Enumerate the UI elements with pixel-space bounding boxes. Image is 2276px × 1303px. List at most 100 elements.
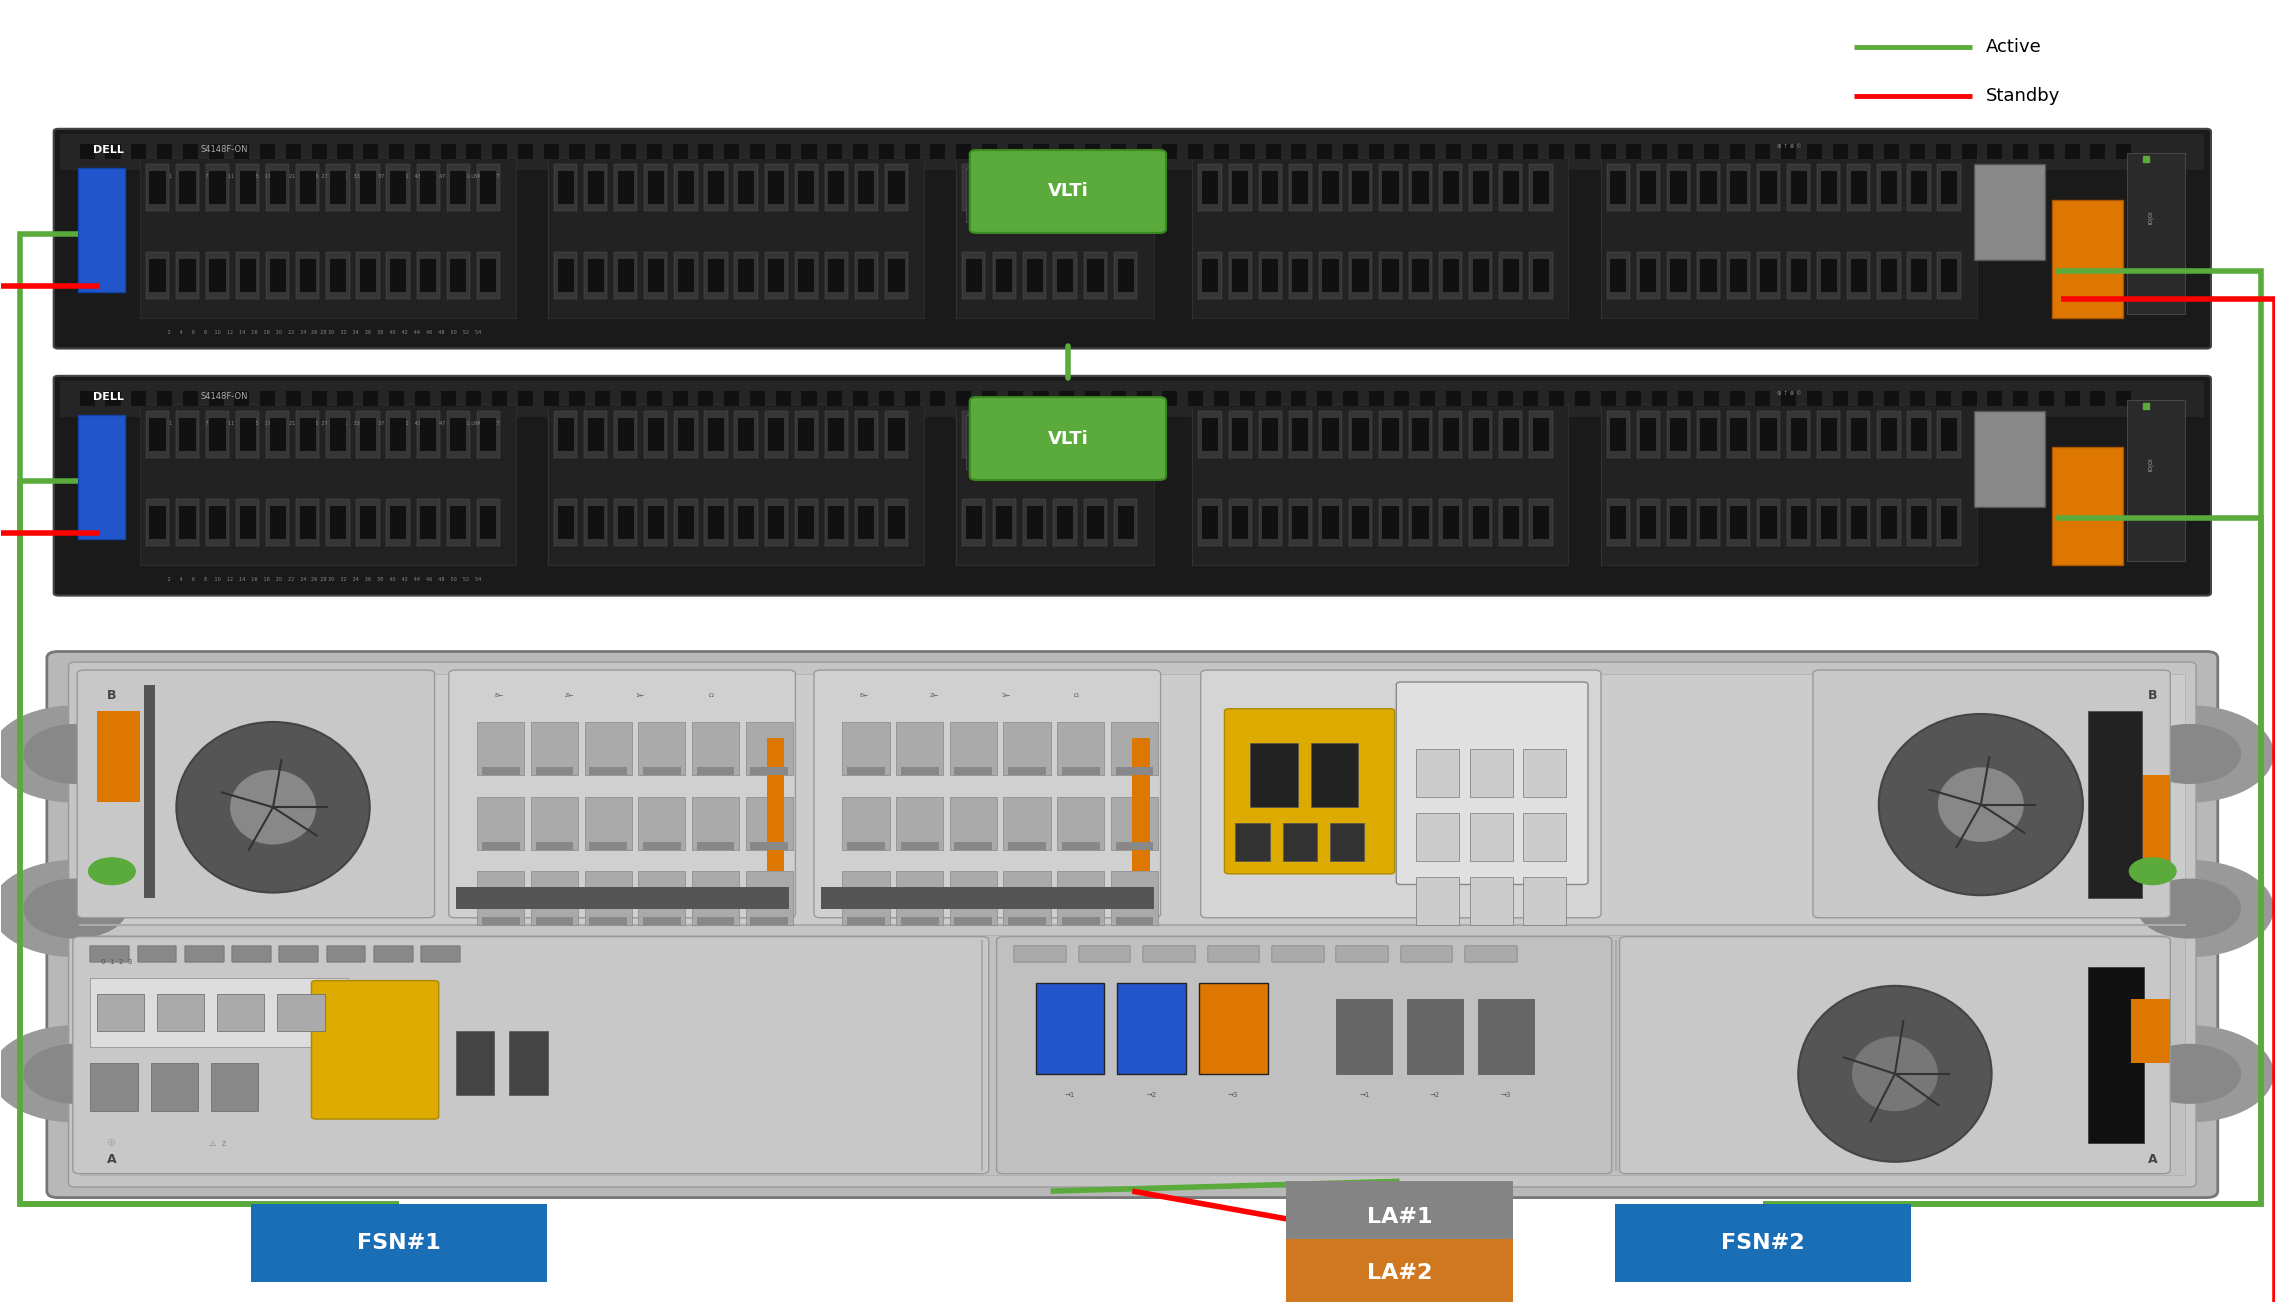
Bar: [480, 418, 496, 451]
Bar: [1878, 499, 1900, 546]
Bar: [1498, 145, 1514, 159]
Bar: [1231, 418, 1247, 451]
FancyBboxPatch shape: [1286, 1239, 1514, 1303]
Bar: [642, 916, 681, 925]
Bar: [856, 251, 879, 298]
Text: FSN#2: FSN#2: [1721, 1233, 1805, 1253]
Bar: [234, 145, 250, 159]
Bar: [1143, 946, 1195, 962]
Bar: [1229, 410, 1252, 457]
Bar: [1671, 418, 1687, 451]
Bar: [1115, 916, 1154, 925]
Bar: [1807, 145, 1821, 159]
Bar: [1293, 258, 1309, 292]
Bar: [1500, 251, 1523, 298]
Bar: [1413, 258, 1429, 292]
Bar: [2089, 391, 2105, 407]
Bar: [1848, 164, 1871, 211]
Bar: [1791, 171, 1807, 203]
Bar: [455, 887, 787, 908]
Bar: [885, 410, 908, 457]
Bar: [854, 391, 867, 407]
Bar: [696, 842, 735, 850]
Bar: [357, 499, 380, 546]
Bar: [2128, 152, 2185, 314]
Bar: [1700, 171, 1716, 203]
Bar: [139, 946, 175, 962]
Bar: [312, 145, 328, 159]
Bar: [421, 258, 437, 292]
Bar: [1937, 499, 1960, 546]
Bar: [1443, 506, 1459, 538]
Bar: [2089, 967, 2144, 1143]
Bar: [824, 251, 849, 298]
Bar: [642, 767, 681, 775]
Bar: [1115, 251, 1138, 298]
Bar: [1229, 499, 1252, 546]
Bar: [596, 145, 610, 159]
Bar: [1600, 391, 1616, 407]
Bar: [1202, 418, 1218, 451]
Bar: [888, 506, 904, 538]
Bar: [2012, 391, 2028, 407]
Text: →1: →1: [1065, 1092, 1074, 1098]
Bar: [209, 418, 225, 451]
Bar: [98, 711, 139, 801]
Bar: [1318, 391, 1331, 407]
Bar: [184, 946, 223, 962]
FancyBboxPatch shape: [312, 981, 439, 1119]
Bar: [1962, 391, 1976, 407]
Bar: [708, 171, 724, 203]
Ellipse shape: [1853, 1036, 1937, 1111]
Bar: [389, 506, 405, 538]
Bar: [981, 391, 997, 407]
Bar: [1609, 506, 1627, 538]
Bar: [1400, 946, 1452, 962]
Bar: [692, 722, 740, 775]
Bar: [1523, 145, 1539, 159]
Bar: [387, 251, 410, 298]
Bar: [1470, 813, 1514, 860]
Bar: [696, 916, 735, 925]
Bar: [569, 145, 585, 159]
Text: ⚠  z: ⚠ z: [209, 1139, 225, 1148]
Bar: [1288, 410, 1311, 457]
Bar: [549, 158, 924, 318]
Bar: [266, 410, 289, 457]
Bar: [1757, 410, 1780, 457]
Bar: [1787, 251, 1809, 298]
Bar: [330, 258, 346, 292]
Bar: [1054, 251, 1077, 298]
Bar: [1698, 251, 1721, 298]
Bar: [1413, 171, 1429, 203]
Bar: [325, 164, 351, 211]
FancyBboxPatch shape: [1395, 681, 1589, 885]
Bar: [1143, 946, 1195, 962]
Bar: [637, 796, 685, 850]
Bar: [1133, 737, 1149, 872]
Bar: [885, 251, 908, 298]
FancyBboxPatch shape: [73, 937, 988, 1174]
Bar: [1438, 410, 1461, 457]
Bar: [1912, 418, 1928, 451]
Bar: [1015, 946, 1065, 962]
Bar: [180, 506, 196, 538]
Bar: [446, 164, 469, 211]
Circle shape: [2137, 1045, 2240, 1104]
Bar: [1336, 946, 1388, 962]
Bar: [232, 946, 271, 962]
Bar: [963, 251, 986, 298]
Bar: [751, 916, 787, 925]
Bar: [724, 145, 740, 159]
Bar: [478, 796, 523, 850]
Bar: [1523, 749, 1566, 796]
Bar: [1420, 145, 1436, 159]
Bar: [1473, 418, 1489, 451]
Bar: [80, 391, 96, 407]
Bar: [1466, 946, 1516, 962]
Bar: [1532, 418, 1550, 451]
Bar: [767, 418, 785, 451]
Bar: [751, 842, 787, 850]
Bar: [417, 251, 439, 298]
Bar: [1118, 418, 1133, 451]
